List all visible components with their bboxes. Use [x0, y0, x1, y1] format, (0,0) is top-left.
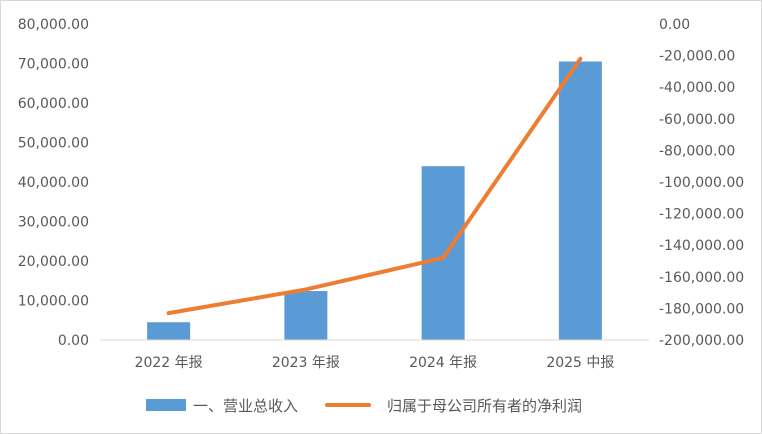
- y-right-tick-label: -120,000.00: [659, 207, 744, 223]
- y-right-tick-label: -100,000.00: [659, 175, 744, 191]
- line-series: [166, 56, 583, 316]
- legend-label-bar: 一、营业总收入: [193, 397, 298, 415]
- x-tick-label: 2023 年报: [272, 355, 340, 371]
- y-left-tick-label: 30,000.00: [18, 215, 89, 231]
- bar: [284, 291, 328, 340]
- y-right-tick-label: -60,000.00: [659, 112, 735, 128]
- y-right-tick-label: -20,000.00: [659, 49, 735, 65]
- right-axis: 0.00 -20,000.00 -40,000.00 -60,000.00 -80,00…: [659, 17, 744, 349]
- left-axis: 80,000.00 70,000.00 60,000.00 50,000.00 40,0…: [18, 17, 89, 349]
- bar: [558, 61, 602, 341]
- y-right-tick-label: -180,000.00: [659, 301, 744, 317]
- y-left-tick-label: 70,000.00: [18, 57, 89, 73]
- y-left-tick-label: 80,000.00: [18, 17, 89, 33]
- legend-label-line: 归属于母公司所有者的净利润: [387, 397, 582, 415]
- bar-series: [147, 61, 602, 341]
- x-tick-label: 2025 中报: [546, 355, 614, 371]
- y-left-tick-label: 0.00: [58, 333, 89, 349]
- y-right-tick-label: -200,000.00: [659, 333, 744, 349]
- y-right-tick-label: -160,000.00: [659, 270, 744, 286]
- bar: [421, 166, 465, 340]
- y-left-tick-label: 40,000.00: [18, 175, 89, 191]
- y-left-tick-label: 10,000.00: [18, 294, 89, 310]
- legend-swatch-bar: [146, 399, 186, 411]
- y-left-tick-label: 60,000.00: [18, 96, 89, 112]
- net-profit-line: [166, 56, 583, 316]
- legend: 一、营业总收入 归属于母公司所有者的净利润: [146, 397, 582, 415]
- y-left-tick-label: 50,000.00: [18, 136, 89, 152]
- y-right-tick-label: 0.00: [659, 17, 690, 33]
- bar: [147, 322, 191, 340]
- x-tick-label: 2024 年报: [409, 355, 477, 371]
- y-left-tick-label: 20,000.00: [18, 254, 89, 270]
- y-right-tick-label: -140,000.00: [659, 238, 744, 254]
- x-tick-label: 2022 年报: [135, 355, 203, 371]
- y-right-tick-label: -80,000.00: [659, 143, 735, 159]
- y-right-tick-label: -40,000.00: [659, 80, 735, 96]
- x-axis: 2022 年报 2023 年报 2024 年报 2025 中报: [135, 355, 615, 371]
